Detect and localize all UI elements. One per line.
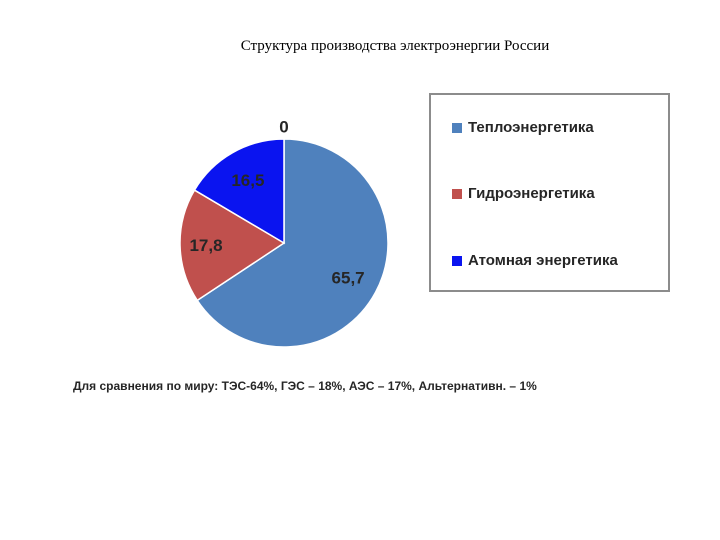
slide-title: Структура производства электроэнергии Ро… (240, 38, 550, 54)
pie-slice-nuclear (193, 138, 285, 245)
legend-swatch-thermal (452, 122, 462, 133)
pie-slice-hydro (179, 189, 286, 302)
legend-swatch-hydro (452, 188, 462, 199)
legend-swatch-nuclear (452, 255, 462, 266)
pie-slice-thermal (196, 138, 389, 348)
legend-item-thermal: Теплоэнергетика (452, 119, 594, 136)
data-label-thermal: 65,7 (332, 269, 365, 288)
legend-label-hydro: Гидроэнергетика (468, 185, 595, 202)
legend-label-nuclear: Атомная энергетика (468, 252, 618, 269)
chart-legend: Теплоэнергетика Гидроэнергетика Атомная … (429, 93, 670, 292)
data-label-hydro: 17,8 (189, 236, 222, 255)
data-label-nuclear: 16,5 (231, 171, 264, 190)
legend-label-thermal: Теплоэнергетика (468, 119, 594, 136)
data-label-other: 0 (279, 118, 288, 137)
legend-item-nuclear: Атомная энергетика (452, 252, 618, 269)
footnote: Для сравнения по миру: ТЭС-64%, ГЭС – 18… (73, 379, 537, 393)
legend-item-hydro: Гидроэнергетика (452, 185, 595, 202)
